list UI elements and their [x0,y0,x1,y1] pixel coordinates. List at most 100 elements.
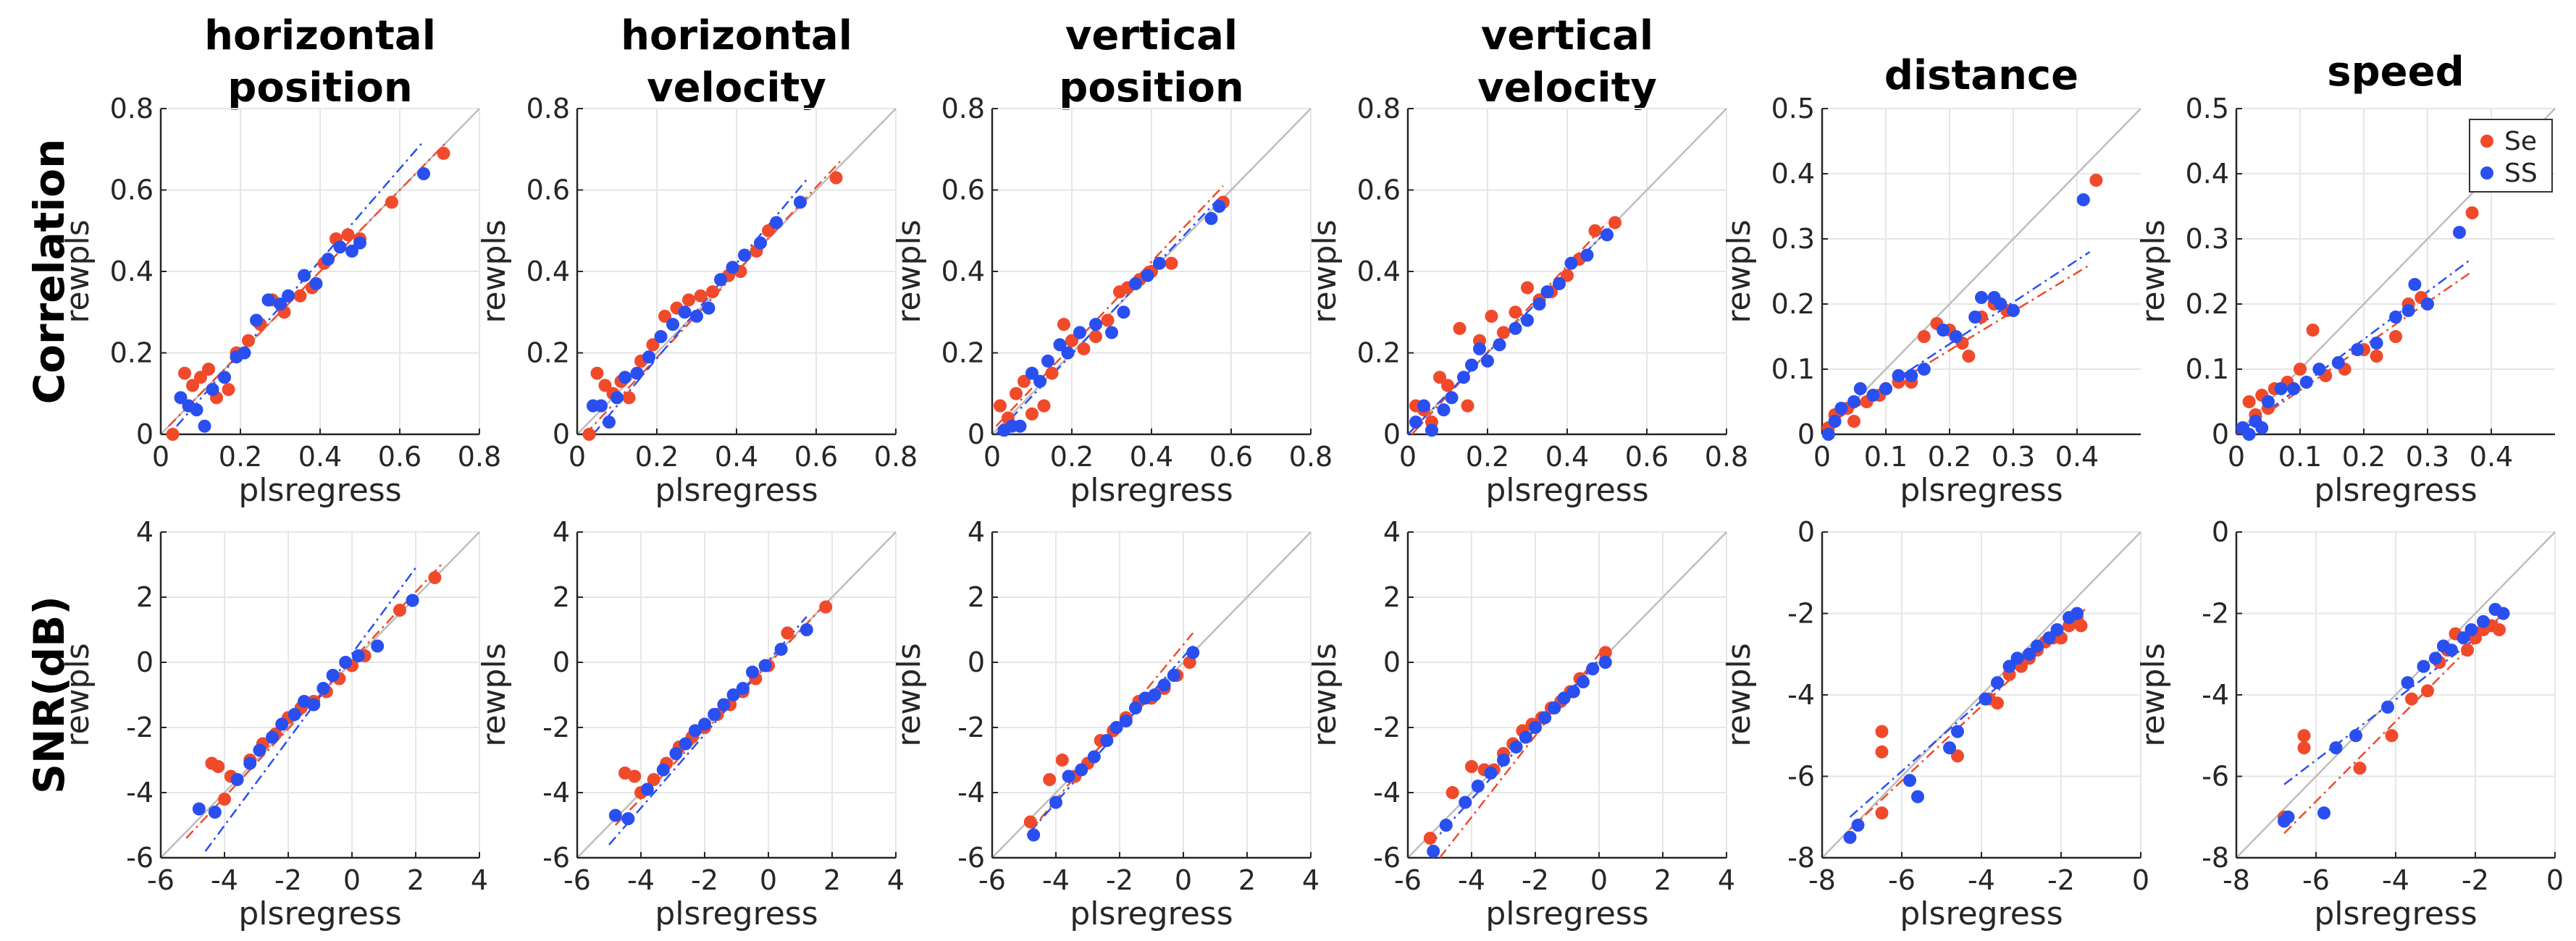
x-tick-label: -6 [2302,864,2330,896]
point-se [2405,692,2418,706]
point-se [166,428,180,441]
point-ss [243,756,257,770]
point-se [1951,749,1964,763]
point-se [1588,224,1602,237]
point-se [1101,313,1115,327]
point-ss [2453,226,2466,239]
point-ss [2464,623,2478,636]
x-axis-label: plsregress [2314,895,2477,932]
fit-line-se [995,185,1224,427]
y-tick-label: 0 [968,646,985,678]
x-tick-label: -2 [2047,864,2075,896]
point-se [1446,786,1459,799]
x-tick-label: 0 [1399,441,1417,473]
x-axis-label: plsregress [1485,895,1648,932]
point-ss [2329,741,2343,755]
point-ss [2262,395,2275,408]
y-tick-label: 0.6 [110,174,154,206]
x-tick-label: 0 [2546,864,2564,896]
point-se [341,228,355,242]
column-title-0-line-0: horizontal [204,12,436,59]
point-ss [754,236,767,250]
y-tick-label: -6 [1787,761,1815,793]
point-ss [417,167,430,180]
point-se [1065,334,1078,347]
legend: Se SS [2469,119,2553,193]
point-ss [714,273,727,287]
y-tick-label: 0 [553,646,570,678]
point-ss [190,403,204,417]
point-ss [640,782,654,796]
point-ss [266,730,279,744]
point-ss [698,717,711,731]
point-ss [174,391,188,405]
x-tick-label: -6 [563,864,591,896]
point-se [2461,643,2474,657]
x-axis-label: plsregress [1070,895,1233,932]
y-tick-label: 0 [2212,516,2229,548]
point-ss [1991,676,2004,690]
x-tick-label: 4 [1302,864,1320,896]
x-tick-label: 0.2 [635,441,679,473]
y-tick-label: 0.2 [2186,288,2229,320]
point-ss [218,371,231,384]
point-ss [708,708,721,721]
point-ss [309,277,323,290]
point-se [1608,216,1621,229]
point-ss [2023,647,2036,661]
point-ss [1073,326,1086,339]
point-ss [611,391,624,405]
point-ss [690,309,703,323]
point-ss [1879,382,1892,395]
y-tick-label: 2 [553,581,570,613]
point-ss [603,415,616,429]
point-se [393,604,406,617]
x-tick-label: 2 [823,864,841,896]
point-ss [1968,311,1982,324]
y-axis-label: rewpls [59,219,96,323]
x-axis-label: plsregress [655,895,818,932]
point-se [1025,407,1039,421]
x-axis-label: plsregress [1485,472,1648,509]
point-ss [1025,366,1039,380]
point-ss [608,809,622,822]
point-ss [1153,256,1166,270]
point-ss [666,318,679,332]
x-tick-label: 0.2 [1050,441,1094,473]
point-se [428,571,442,584]
point-ss [1538,711,1552,725]
column-title-0-line-1: position [227,64,412,111]
point-ss [1532,298,1546,311]
y-axis-label: rewpls [1721,643,1758,746]
panel-r0-c2: 0 0.2 0.4 0.6 0.8 0 0.2 0.4 0.6 0.8 plsregress rewp… [891,93,1333,509]
point-se [385,195,398,209]
point-ss [2401,676,2415,690]
point-ss [1951,725,1964,738]
point-ss [2496,607,2510,620]
y-tick-label: 4 [553,516,570,548]
point-ss [1598,656,1612,669]
point-ss [2445,643,2458,657]
point-ss [758,659,772,672]
y-tick-label: 4 [968,516,985,548]
point-ss [1089,318,1102,332]
point-se [2242,395,2256,408]
point-se [1423,832,1437,845]
y-tick-label: 0.2 [941,337,985,369]
point-ss [1053,338,1067,352]
x-tick-label: -4 [1458,864,1485,896]
point-ss [2351,343,2365,356]
x-tick-label: 0 [2228,441,2245,473]
point-se [781,626,794,640]
y-tick-label: 0.6 [941,174,985,206]
point-ss [192,802,206,816]
point-ss [1117,305,1130,319]
y-tick-label: -8 [2202,842,2229,874]
point-se [1165,256,1178,270]
point-ss [1141,269,1154,282]
point-ss [1484,767,1498,780]
identity-line [2236,531,2556,858]
point-ss [288,708,301,721]
point-ss [2050,623,2064,636]
x-tick-label: 4 [1718,864,1735,896]
